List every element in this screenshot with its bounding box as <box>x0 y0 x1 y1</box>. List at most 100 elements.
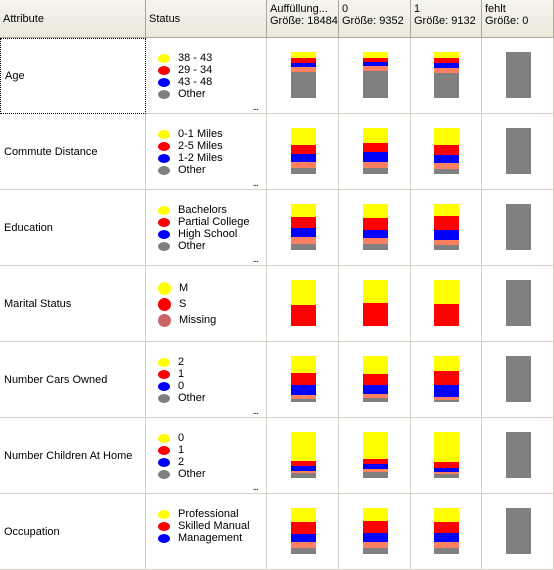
distribution-bar <box>362 356 388 402</box>
distribution-cell[interactable] <box>267 266 339 342</box>
missing-distribution-cell[interactable] <box>482 190 554 266</box>
missing-distribution-cell[interactable] <box>482 266 554 342</box>
legend-color-swatch <box>158 521 170 531</box>
distribution-segment <box>362 384 388 394</box>
distribution-cell[interactable] <box>411 114 482 190</box>
column-header-status[interactable]: Status <box>146 0 267 38</box>
legend-item: Other <box>158 392 266 404</box>
distribution-segment <box>362 374 388 385</box>
legend-item: 1 <box>158 444 266 456</box>
status-legend-cell[interactable]: 0 1 2 Other... <box>146 418 267 494</box>
distribution-segment <box>434 542 459 549</box>
distribution-cell[interactable] <box>339 38 411 114</box>
table-row[interactable]: Marital Status M S Missing <box>0 266 554 342</box>
column-header-state-1-name: 1 <box>414 3 421 15</box>
distribution-cell[interactable] <box>411 266 482 342</box>
legend-color-swatch <box>158 469 170 479</box>
status-legend-cell[interactable]: 0-1 Miles 2-5 Miles 1-2 Miles Other... <box>146 114 267 190</box>
legend-more-ellipsis[interactable]: ... <box>252 102 259 113</box>
distribution-segment <box>434 400 459 402</box>
status-legend-cell[interactable]: M S Missing <box>146 266 267 342</box>
distribution-cell[interactable] <box>339 266 411 342</box>
table-row[interactable]: Occupation Professional Skilled Manual Mana… <box>0 494 554 570</box>
legend-more-ellipsis[interactable]: ... <box>252 406 259 417</box>
table-row[interactable]: Education Bachelors Partial College High Sc… <box>0 190 554 266</box>
distribution-cell[interactable] <box>339 114 411 190</box>
table-row[interactable]: Commute Distance 0-1 Miles 2-5 Miles 1-2 Mi… <box>0 114 554 190</box>
distribution-cell[interactable] <box>339 494 411 570</box>
attribute-cell[interactable]: Marital Status <box>0 266 146 342</box>
distribution-segment <box>290 57 316 63</box>
column-header-state-1[interactable]: 1 Größe: 9132 <box>411 0 482 38</box>
distribution-segment <box>290 304 316 326</box>
distribution-segment <box>362 52 388 58</box>
distribution-bar <box>434 204 459 250</box>
distribution-segment <box>434 215 459 230</box>
distribution-segment <box>434 68 459 73</box>
legend-more-ellipsis[interactable]: ... <box>252 482 259 493</box>
status-legend-cell[interactable]: Professional Skilled Manual Management <box>146 494 267 570</box>
distribution-segment <box>362 244 388 250</box>
distribution-segment <box>434 128 459 145</box>
distribution-cell[interactable] <box>339 190 411 266</box>
distribution-cell[interactable] <box>339 342 411 418</box>
attribute-cell[interactable]: Number Cars Owned <box>0 342 146 418</box>
status-legend-cell[interactable]: 38 - 43 29 - 34 43 - 48 Other... <box>146 38 267 114</box>
distribution-cell[interactable] <box>267 38 339 114</box>
attribute-cell[interactable]: Age <box>0 38 146 114</box>
legend-item: Professional <box>158 508 266 520</box>
legend-item: M <box>158 280 266 296</box>
column-header-status-label: Status <box>149 12 181 25</box>
distribution-segment <box>290 144 316 154</box>
legend-more-ellipsis[interactable]: ... <box>252 254 259 265</box>
legend-more-ellipsis[interactable]: ... <box>252 178 259 189</box>
attribute-cell[interactable]: Occupation <box>0 494 146 570</box>
legend-label: Other <box>178 240 206 252</box>
status-legend-cell[interactable]: Bachelors Partial College High School Other… <box>146 190 267 266</box>
column-header-missing-name: fehlt <box>485 3 506 15</box>
distribution-cell[interactable] <box>411 190 482 266</box>
legend-label: M <box>179 282 189 294</box>
distribution-segment <box>434 356 459 371</box>
table-row[interactable]: Number Children At Home 0 1 2 Other... <box>0 418 554 494</box>
distribution-segment <box>362 508 388 521</box>
column-header-missing[interactable]: fehlt Größe: 0 <box>482 0 554 38</box>
missing-distribution-cell[interactable] <box>482 114 554 190</box>
distribution-cell[interactable] <box>267 190 339 266</box>
missing-distribution-cell[interactable] <box>482 418 554 494</box>
distribution-segment <box>290 244 316 250</box>
attribute-cell[interactable]: Commute Distance <box>0 114 146 190</box>
distribution-bar <box>362 280 388 326</box>
legend-color-swatch <box>158 89 170 99</box>
legend-label: 38 - 43 <box>178 52 213 64</box>
missing-distribution-cell[interactable] <box>482 342 554 418</box>
distribution-cell[interactable] <box>339 418 411 494</box>
distribution-segment <box>362 393 388 399</box>
distribution-cell[interactable] <box>411 38 482 114</box>
table-row[interactable]: Number Cars Owned 2 1 0 Other... <box>0 342 554 418</box>
column-header-attribute[interactable]: Attribute <box>0 0 146 38</box>
attribute-cell[interactable]: Education <box>0 190 146 266</box>
distribution-bar <box>362 508 388 554</box>
missing-distribution-cell[interactable] <box>482 38 554 114</box>
distribution-cell[interactable] <box>411 418 482 494</box>
distribution-segment <box>362 398 388 402</box>
distribution-bar <box>290 280 316 326</box>
distribution-segment <box>434 467 459 472</box>
legend-item: 43 - 48 <box>158 76 266 88</box>
column-header-population[interactable]: Auffüllung... Größe: 18484 <box>267 0 339 38</box>
distribution-cell[interactable] <box>411 494 482 570</box>
missing-distribution-cell[interactable] <box>482 494 554 570</box>
distribution-cell[interactable] <box>267 494 339 570</box>
distribution-cell[interactable] <box>411 342 482 418</box>
column-header-state-0[interactable]: 0 Größe: 9352 <box>339 0 411 38</box>
distribution-cell[interactable] <box>267 114 339 190</box>
distribution-cell[interactable] <box>267 418 339 494</box>
status-legend-cell[interactable]: 2 1 0 Other... <box>146 342 267 418</box>
distribution-bar <box>362 128 388 174</box>
attribute-cell[interactable]: Number Children At Home <box>0 418 146 494</box>
table-row[interactable]: Age 38 - 43 29 - 34 43 - 48 Other... <box>0 38 554 114</box>
distribution-cell[interactable] <box>267 342 339 418</box>
legend-label: 1 <box>178 368 185 380</box>
legend-item: Skilled Manual <box>158 520 266 532</box>
